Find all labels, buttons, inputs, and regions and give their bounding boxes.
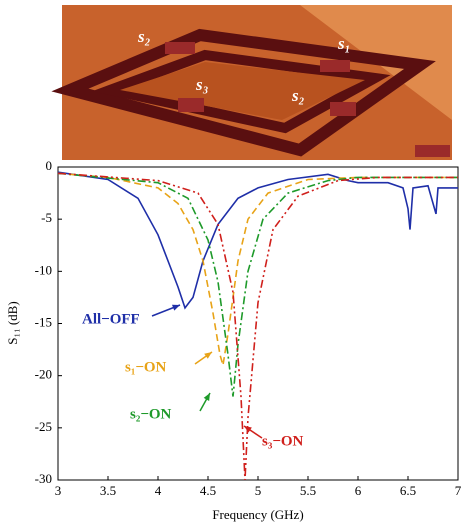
y-tick-label: -30 — [35, 471, 52, 486]
y-tick-label: -15 — [35, 314, 52, 329]
legend-label: s₃−ON — [262, 433, 304, 449]
switch — [320, 60, 350, 72]
legend-arrow-head — [172, 304, 180, 311]
switch-label: s₂ — [291, 86, 305, 105]
inner-ring — [92, 49, 391, 134]
switch-label: s₁ — [337, 34, 351, 53]
x-tick-label: 4 — [155, 483, 162, 498]
legend-label: s₂−ON — [130, 406, 172, 422]
switch — [165, 42, 195, 54]
switch — [178, 98, 204, 112]
y-tick-label: 0 — [46, 158, 53, 173]
x-tick-label: 4.5 — [200, 483, 216, 498]
legend-arrow-head — [244, 426, 252, 433]
x-tick-label: 7 — [455, 483, 462, 498]
outer-ring — [51, 28, 436, 157]
y-tick-label: -5 — [41, 210, 52, 225]
x-tick-label: 3.5 — [100, 483, 116, 498]
switch-label: s₃ — [195, 75, 209, 94]
x-axis-label: Frequency (GHz) — [212, 507, 303, 522]
legend-arrow-head — [203, 393, 210, 401]
legend-label: All−OFF — [82, 311, 140, 327]
x-tick-label: 6 — [355, 483, 362, 498]
legend-label: s₁−ON — [125, 359, 167, 375]
switch-label: s₂ — [137, 27, 151, 46]
switch — [330, 102, 356, 116]
series-line — [57, 172, 458, 366]
series-line — [57, 172, 458, 397]
device-rendering: s₂ s₁ s₃ s₂ — [51, 5, 452, 160]
y-tick-label: -10 — [35, 262, 52, 277]
x-tick-label: 3 — [55, 483, 62, 498]
y-axis-label: S₁₁ (dB) — [5, 301, 20, 344]
switch — [415, 145, 450, 157]
x-tick-label: 5 — [255, 483, 262, 498]
y-tick-label: -25 — [35, 419, 52, 434]
inner-pad — [120, 62, 365, 120]
series-line — [57, 172, 458, 481]
legend-arrow-head — [204, 352, 212, 359]
y-tick-label: -20 — [35, 367, 52, 382]
x-tick-label: 5.5 — [300, 483, 316, 498]
x-tick-label: 6.5 — [400, 483, 416, 498]
series-line — [57, 171, 458, 310]
render-plane — [62, 5, 452, 120]
